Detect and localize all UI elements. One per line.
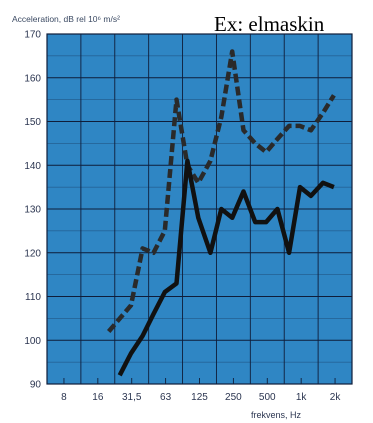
y-tick-label: 140: [24, 161, 41, 172]
x-tick-label: 16: [92, 392, 104, 403]
x-tick-label: 1k: [296, 392, 308, 403]
y-axis-label: Acceleration, dB rel 10⁶ m/s²: [12, 14, 120, 24]
x-tick-labels: 8 16 31,5 63 125 250 500 1k 2k: [61, 392, 341, 403]
y-tick-label: 130: [24, 205, 41, 216]
y-tick-label: 110: [25, 292, 41, 303]
x-tick-label: 63: [160, 392, 172, 403]
y-tick-label: 100: [24, 336, 41, 347]
x-tick-label: 31,5: [122, 392, 142, 403]
x-tick-label: 250: [225, 392, 242, 403]
y-tick-labels: 90 100 110 120 130 140 150 160 170: [24, 30, 41, 391]
x-tick-label: 125: [191, 392, 208, 403]
series-line-solid: [117, 158, 335, 377]
x-tick-label: 8: [61, 392, 67, 403]
y-tick-label: 150: [24, 117, 41, 128]
series-lines: [106, 49, 336, 377]
annotation-text: Ex: elmaskin: [214, 12, 325, 36]
y-tick-label: 90: [30, 380, 42, 391]
series-line-dashed: [106, 49, 336, 333]
y-tick-label: 160: [24, 73, 41, 84]
y-tick-label: 120: [24, 248, 41, 259]
x-tick-label: 500: [259, 392, 276, 403]
x-axis-label: frekvens, Hz: [251, 410, 302, 420]
y-tick-label: 170: [24, 30, 41, 41]
x-tick-label: 2k: [330, 392, 342, 403]
